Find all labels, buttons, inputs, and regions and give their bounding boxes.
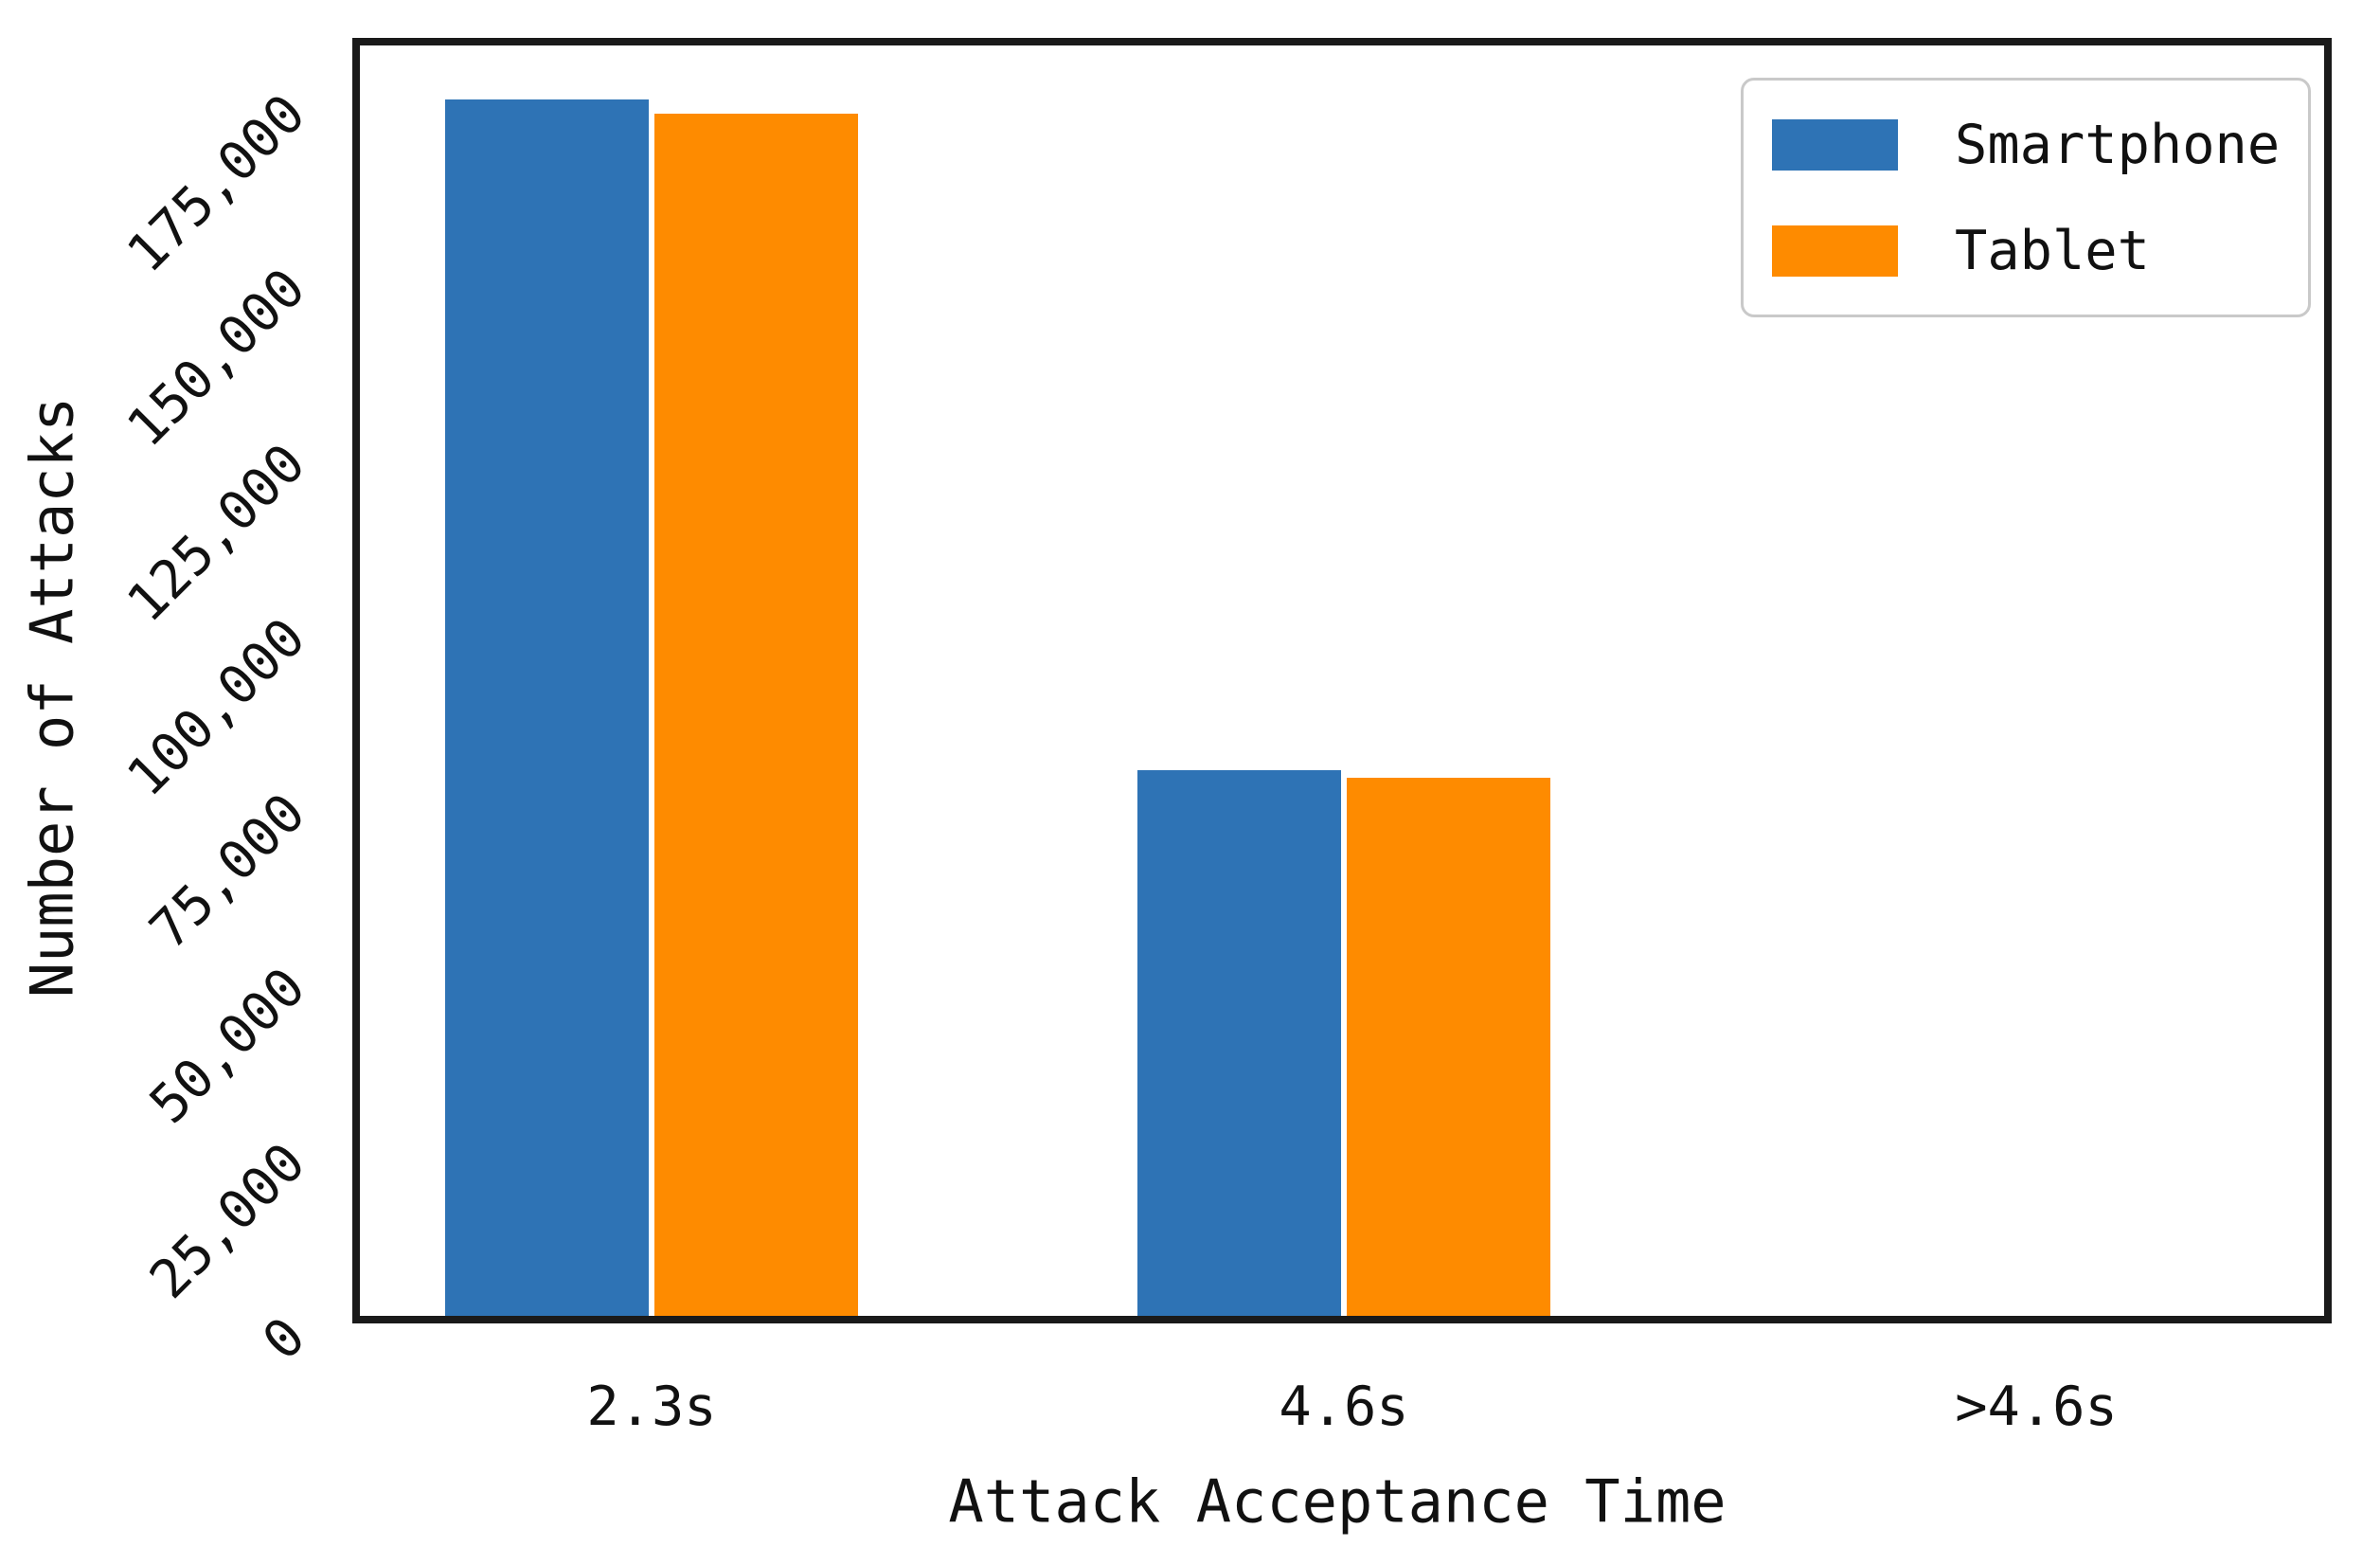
legend-label: Tablet bbox=[1955, 219, 2150, 282]
x-tick-label: 4.6s bbox=[1279, 1376, 1409, 1438]
bar-tablet-2.3s bbox=[654, 114, 858, 1316]
legend-item-tablet: Tablet bbox=[1772, 220, 2280, 282]
bar-tablet-4.6s bbox=[1347, 778, 1550, 1316]
x-tick-label: 2.3s bbox=[586, 1376, 717, 1438]
legend-label: Smartphone bbox=[1955, 113, 2281, 176]
legend-item-smartphone: Smartphone bbox=[1772, 114, 2280, 176]
y-axis-title: Number of Attacks bbox=[17, 396, 87, 998]
x-axis-title: Attack Acceptance Time bbox=[948, 1466, 1727, 1537]
x-tick-label: >4.6s bbox=[1955, 1376, 2118, 1438]
legend-swatch-tablet bbox=[1772, 225, 1898, 277]
legend-swatch-smartphone bbox=[1772, 118, 1898, 171]
bar-smartphone-2.3s bbox=[445, 99, 649, 1316]
legend-box: Smartphone Tablet bbox=[1741, 78, 2311, 317]
bar-smartphone-4.6s bbox=[1137, 770, 1341, 1316]
